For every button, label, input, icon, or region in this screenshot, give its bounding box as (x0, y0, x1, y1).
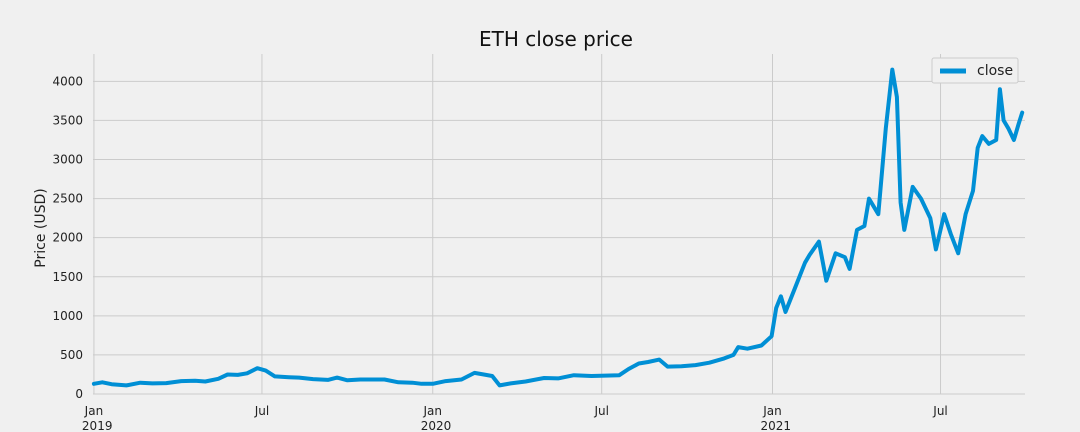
y-axis-title: Price (USD) (33, 188, 49, 267)
legend-label-close: close (977, 63, 1013, 79)
y-tick-label: 0 (75, 387, 83, 401)
y-tick-label: 4000 (52, 74, 83, 88)
y-tick-label: 500 (60, 348, 83, 362)
series-line-close (91, 67, 1025, 388)
y-tick-label: 2000 (52, 231, 83, 245)
grid-lines (93, 54, 1025, 395)
x-tick-label: Jul (932, 404, 947, 418)
y-tick-label: 3500 (52, 113, 83, 127)
x-tick-year-label: 2020 (421, 419, 452, 432)
y-tick-label: 3000 (52, 153, 83, 167)
x-tick-year-label: 2021 (761, 419, 792, 432)
legend-box (931, 57, 1019, 84)
series-layer (91, 67, 1025, 388)
y-tick-label: 2500 (52, 192, 83, 206)
chart-title: ETH close price (479, 27, 633, 51)
x-tick-label: Jan (423, 404, 443, 418)
y-axis-ticks: 0 500 1000 1500 2000 2500 3000 3500 4000 (52, 74, 83, 401)
y-tick-label: 1500 (52, 270, 83, 284)
x-tick-year-label: 2019 (82, 419, 113, 432)
x-tick-label: Jul (593, 404, 608, 418)
x-tick-label: Jul (254, 404, 269, 418)
x-tick-label: Jan (84, 404, 104, 418)
y-tick-label: 1000 (52, 309, 83, 323)
legend: close (931, 57, 1019, 84)
x-tick-label: Jan (762, 404, 782, 418)
